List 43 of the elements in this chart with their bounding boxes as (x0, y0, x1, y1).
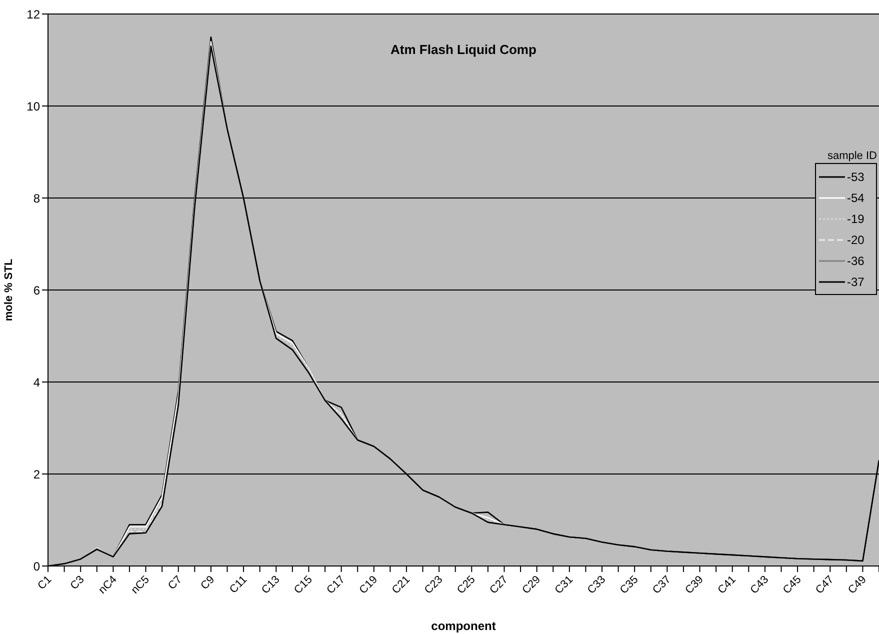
x-tick-label: nC5 (129, 574, 152, 596)
legend-label: -54 (847, 190, 864, 204)
legend-label: -20 (847, 232, 864, 246)
x-tick-label: C39 (683, 574, 706, 596)
legend-label: -53 (847, 170, 864, 184)
x-tick-label: C33 (585, 574, 608, 596)
y-tick-label: 2 (33, 467, 40, 482)
y-tick-label: 6 (33, 283, 40, 298)
x-tick-label: C15 (292, 574, 315, 596)
y-tick-label: 8 (33, 191, 40, 206)
legend-label: -37 (847, 274, 864, 288)
legend-title: sample ID (826, 150, 877, 162)
y-tick-label: 0 (33, 559, 40, 574)
x-tick-label: C27 (488, 574, 510, 596)
y-tick-label: 10 (26, 99, 40, 114)
text: Atm Flash Liquid Comp (390, 42, 536, 57)
x-tick-label: C41 (716, 574, 738, 596)
y-tick-label: 4 (33, 375, 40, 390)
x-tick-label: C43 (748, 574, 772, 596)
x-tick-label: C1 (36, 574, 54, 592)
x-tick-label: C19 (357, 574, 380, 596)
x-tick-label: C9 (198, 574, 218, 592)
x-axis-title: component (431, 619, 496, 633)
x-tick-label: C7 (166, 574, 184, 592)
x-tick-label: C37 (650, 574, 674, 596)
x-tick-label: C23 (422, 574, 446, 596)
x-tick-label: C29 (520, 574, 543, 596)
x-tick-label: C45 (780, 574, 804, 596)
y-axis-title: mole % STL (2, 258, 15, 322)
x-tick-label: nC4 (96, 574, 120, 596)
x-tick-label: C35 (618, 574, 641, 596)
legend-label: -19 (847, 212, 864, 226)
x-tick-label: C13 (259, 574, 282, 596)
legend-label: -36 (847, 254, 864, 268)
y-tick-label: 12 (26, 7, 40, 22)
x-tick-label: C31 (552, 574, 576, 596)
x-tick-label: C21 (390, 574, 413, 596)
x-tick-label: C49 (846, 574, 869, 596)
x-tick-label: C47 (813, 574, 836, 596)
x-tick-label: C17 (324, 574, 348, 596)
x-tick-label: C25 (455, 574, 478, 596)
x-tick-label: C3 (68, 574, 87, 592)
x-tick-label: C11 (227, 574, 250, 596)
